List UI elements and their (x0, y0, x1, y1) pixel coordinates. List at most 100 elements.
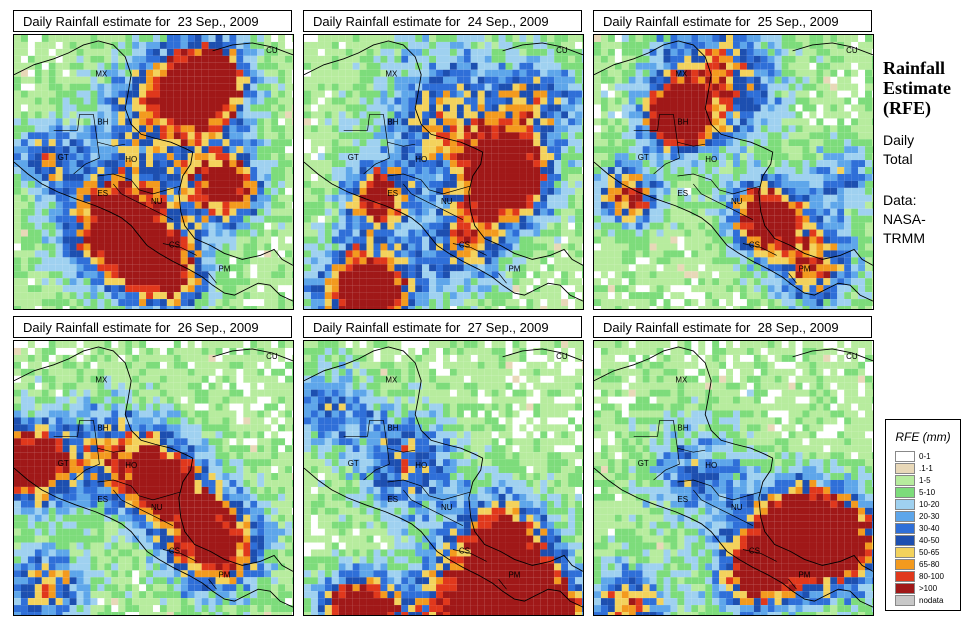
rainfall-cell (153, 194, 160, 202)
rainfall-cell (83, 180, 91, 188)
rainfall-cell (104, 243, 112, 251)
rainfall-cell (670, 173, 678, 181)
rainfall-cell (20, 306, 28, 309)
rainfall-cell (449, 299, 457, 307)
rainfall-cell (125, 90, 133, 98)
rainfall-cell (429, 55, 437, 63)
rainfall-cell (858, 187, 866, 195)
rainfall-cell (429, 125, 437, 133)
rainfall-cell (449, 180, 457, 188)
rainfall-cell (540, 125, 548, 133)
rainfall-cell (614, 243, 622, 251)
rainfall-cell (194, 250, 202, 258)
rainfall-cell (401, 55, 409, 63)
rainfall-cell (324, 292, 332, 300)
rainfall-cell (215, 271, 223, 279)
rainfall-cell (125, 229, 133, 237)
rainfall-cell (837, 153, 845, 161)
rainfall-cell (401, 167, 409, 174)
rainfall-cell (607, 76, 615, 84)
rainfall-cell (561, 118, 569, 126)
rainfall-cell (774, 201, 782, 209)
rainfall-cell (554, 173, 562, 181)
rainfall-cell (705, 167, 713, 174)
rainfall-cell (285, 97, 292, 105)
rainfall-cell (250, 146, 258, 154)
rainfall-cell (436, 236, 444, 244)
rainfall-cell (739, 97, 747, 105)
rainfall-cell (837, 146, 845, 154)
rainfall-cell (187, 69, 195, 77)
rainfall-cell (352, 278, 360, 286)
rainfall-cell (139, 208, 147, 216)
rainfall-cell (243, 292, 251, 300)
rainfall-cell (387, 76, 395, 84)
rainfall-cell (809, 41, 817, 49)
rainfall-cell (581, 208, 583, 216)
rainfall-cell (194, 306, 202, 309)
rainfall-cell (90, 236, 98, 244)
rainfall-cell (512, 104, 520, 112)
rainfall-cell (436, 292, 444, 300)
rainfall-cell (505, 264, 513, 272)
rainfall-cell (698, 250, 706, 258)
rainfall-cell (705, 292, 713, 300)
rainfall-cell (338, 222, 346, 230)
rainfall-cell (656, 187, 664, 195)
rainfall-cell (649, 83, 657, 91)
country-border (343, 114, 388, 143)
rainfall-cell (27, 180, 35, 188)
rainfall-cell (422, 97, 430, 105)
rainfall-cell (788, 187, 796, 195)
rainfall-cell (823, 201, 831, 209)
rainfall-cell (561, 278, 569, 286)
rainfall-cell (408, 194, 416, 202)
rainfall-cell (215, 104, 223, 112)
rainfall-cell (153, 167, 160, 174)
rainfall-cell (795, 173, 803, 181)
rainfall-cell (746, 111, 754, 119)
rainfall-cell (132, 215, 140, 223)
rainfall-cell (257, 347, 265, 355)
rainfall-cell (187, 55, 195, 63)
rainfall-cell (484, 201, 492, 209)
rainfall-cell (443, 243, 450, 251)
rainfall-cell (153, 236, 160, 244)
rainfall-cell (449, 167, 457, 174)
rainfall-map: CU MX BH GT HO ES NU CS PM (13, 34, 294, 310)
rainfall-cell (594, 48, 601, 56)
rainfall-cell (201, 285, 209, 293)
rainfall-cell (677, 215, 685, 223)
rainfall-cell (146, 264, 154, 272)
rainfall-cell (118, 111, 126, 119)
rainfall-cell (760, 264, 768, 272)
rainfall-cell (146, 132, 154, 140)
rainfall-cell (338, 104, 346, 112)
rainfall-cell (677, 167, 685, 174)
rainfall-cell (317, 243, 325, 251)
rainfall-cell (34, 222, 42, 230)
rainfall-cell (257, 69, 265, 77)
rainfall-cell (201, 236, 209, 244)
rainfall-cell (208, 229, 216, 237)
rainfall-cell (236, 97, 244, 105)
rainfall-cell (443, 173, 450, 181)
rainfall-cell (215, 299, 223, 307)
rainfall-cell (760, 187, 768, 195)
rainfall-cell (97, 243, 105, 251)
rainfall-cell (125, 271, 133, 279)
rainfall-cell (380, 118, 388, 126)
rainfall-cell (380, 35, 388, 42)
rainfall-cell (753, 208, 761, 216)
rainfall-cell (48, 347, 56, 355)
rainfall-cell (187, 264, 195, 272)
rainfall-cell (146, 180, 154, 188)
rainfall-cell (291, 278, 293, 286)
rainfall-cell (104, 118, 112, 126)
rainfall-cell (746, 222, 754, 230)
rainfall-cell (139, 243, 147, 251)
rainfall-cell (83, 35, 91, 42)
rainfall-cell (498, 111, 506, 119)
rainfall-cell (677, 173, 685, 181)
rainfall-cell (194, 243, 202, 251)
